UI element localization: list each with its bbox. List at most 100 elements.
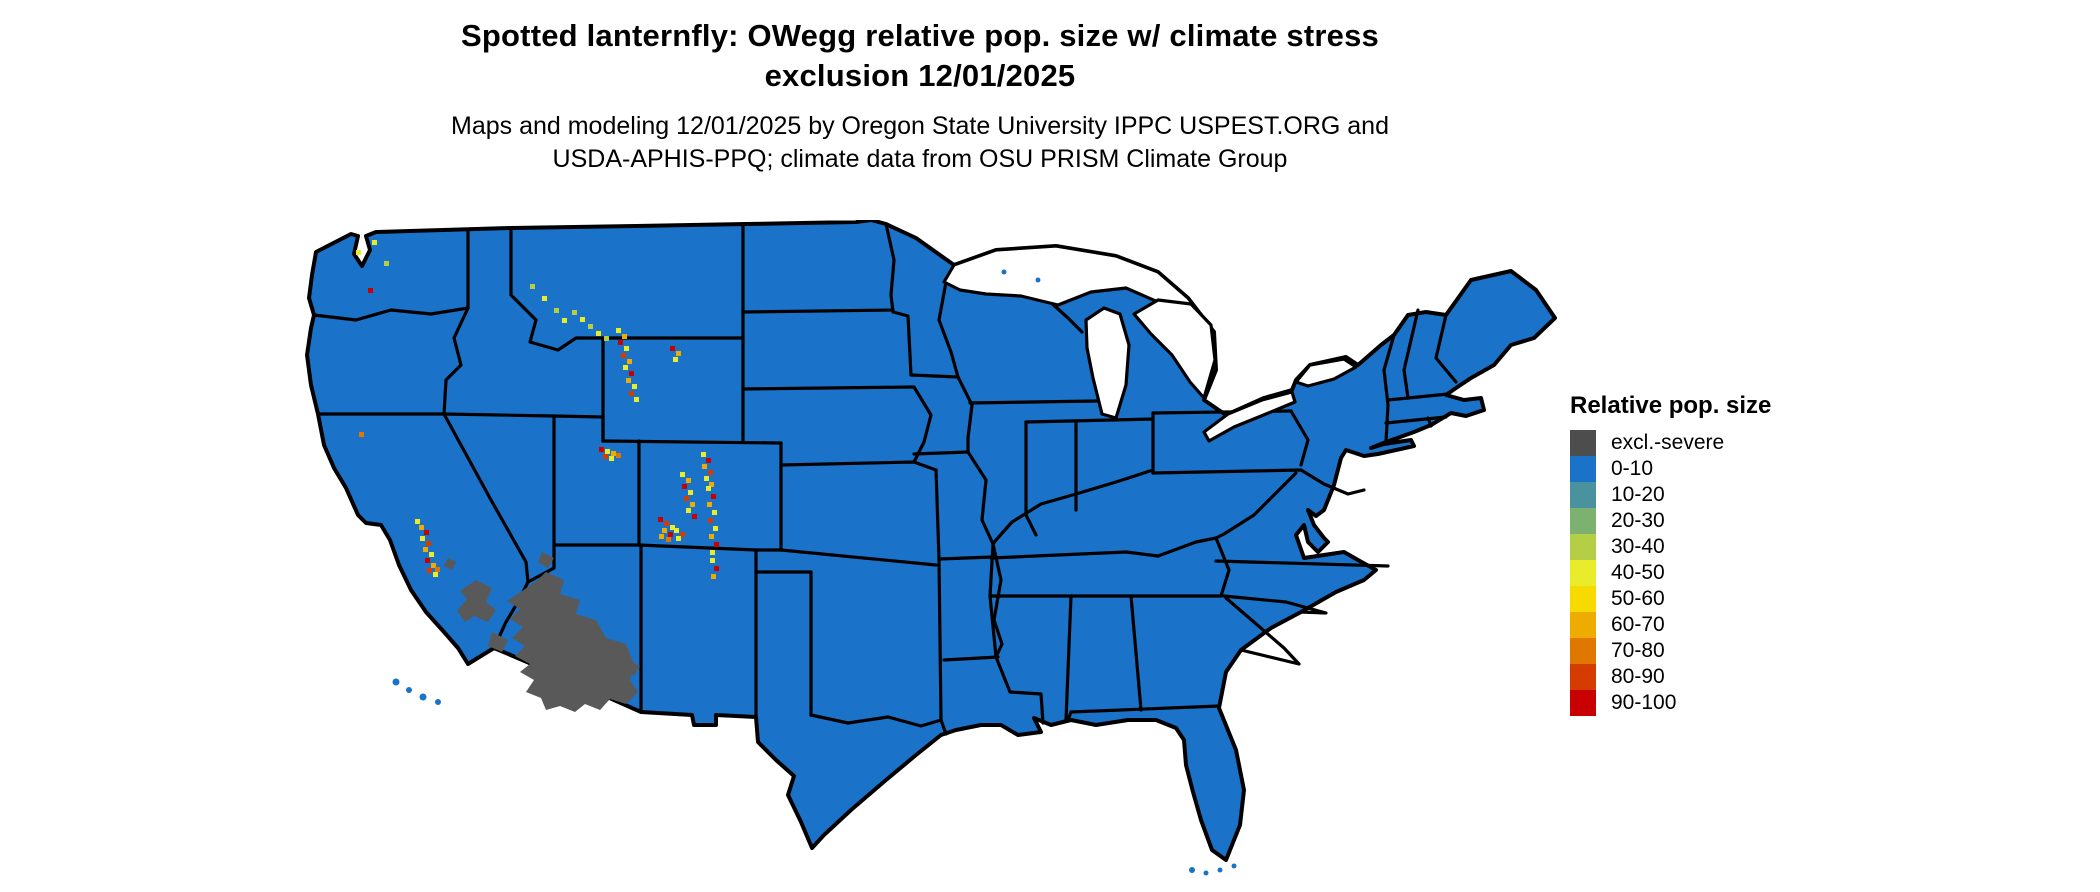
san-juan-mountains-colorado-dot xyxy=(676,536,681,541)
sierra-nevada-california-dot xyxy=(431,563,436,568)
legend-item-90-100: 90-100 xyxy=(1570,690,1771,716)
channel-island xyxy=(406,687,412,693)
legend-swatch xyxy=(1570,482,1596,508)
exclusion-se-california-mountains xyxy=(457,580,496,622)
channel-island xyxy=(435,699,441,705)
florida-key xyxy=(1203,870,1209,876)
colorado-front-range-dot xyxy=(709,482,714,487)
border-nh-me xyxy=(1434,313,1458,384)
san-juan-mountains-colorado-dot xyxy=(659,534,664,539)
channel-island xyxy=(392,678,400,686)
border-sd-ne xyxy=(741,385,916,391)
yellowstone-absaroka-dot xyxy=(588,324,593,329)
florida-key xyxy=(1217,867,1223,873)
border-ohio-river xyxy=(991,468,1155,546)
legend-items: excl.-severe 0-10 10-20 20-30 30-40 40-50 50-6… xyxy=(1570,430,1771,716)
colorado-central-rockies-dot xyxy=(682,484,687,489)
lake-ontario xyxy=(1294,357,1358,388)
isle-royale xyxy=(1001,269,1007,275)
border-ia-mo xyxy=(912,450,970,456)
border-ky-va xyxy=(1156,536,1218,558)
legend-item-40-50: 40-50 xyxy=(1570,560,1771,586)
sangre-de-cristo-new-mexico-dot xyxy=(710,558,715,563)
legend-label: 50-60 xyxy=(1611,587,1665,610)
state-borders xyxy=(312,222,1458,736)
border-mississippi-river-south xyxy=(991,542,1004,659)
border-potomac xyxy=(1299,468,1366,496)
islands xyxy=(392,269,1237,876)
legend-swatch xyxy=(1570,534,1596,560)
washington-cascades-dot xyxy=(368,288,373,293)
wasatch-range-utah-dot xyxy=(605,449,610,454)
washington-cascades-dot xyxy=(372,240,377,245)
figure-header: Spotted lanternfly: OWegg relative pop. … xyxy=(0,0,1840,176)
exclusion-ca-az-corner xyxy=(488,632,508,652)
sangre-de-cristo-colorado-dot xyxy=(714,542,719,547)
map-legend: Relative pop. size excl.-severe 0-10 10-20… xyxy=(1570,392,1771,716)
idaho-montana-rockies-dot xyxy=(530,284,535,289)
border-tx-la xyxy=(939,718,948,736)
lake-huron xyxy=(1132,298,1217,400)
colorado-central-rockies-dot xyxy=(686,478,691,483)
colorado-front-range-dot xyxy=(704,476,709,481)
subtitle-line-2: USDA-APHIS-PPQ; climate data from OSU PR… xyxy=(552,145,1288,173)
border-mo-ar xyxy=(937,555,995,561)
colorado-central-rockies-dot xyxy=(690,502,695,507)
colorado-front-range-dot xyxy=(701,452,706,457)
wasatch-range-utah-dot xyxy=(609,456,614,461)
border-mi-south xyxy=(1024,417,1155,424)
sierra-nevada-california-dot xyxy=(425,558,430,563)
legend-swatch xyxy=(1570,612,1596,638)
border-wi-mi xyxy=(1046,298,1084,334)
wind-river-range-wyoming-dot xyxy=(626,378,631,383)
border-ga-sc xyxy=(1224,596,1301,666)
sierra-nevada-california-dot xyxy=(433,572,438,577)
san-juan-mountains-colorado-dot xyxy=(668,532,673,537)
border-vt-nh xyxy=(1402,308,1420,400)
yellowstone-absaroka-dot xyxy=(604,336,609,341)
san-juan-mountains-colorado-dot xyxy=(662,528,667,533)
border-ct-ri xyxy=(1426,416,1433,428)
wind-river-range-wyoming-dot xyxy=(623,365,628,370)
us-map xyxy=(305,218,1557,876)
san-juan-mountains-colorado-dot xyxy=(664,521,669,526)
legend-swatch xyxy=(1570,690,1596,716)
exclusion-az-border-uplands xyxy=(580,690,596,702)
sangre-de-cristo-new-mexico-dot xyxy=(714,566,719,571)
legend-label: 90-100 xyxy=(1611,691,1677,714)
legend-swatch xyxy=(1570,560,1596,586)
san-juan-mountains-colorado-dot xyxy=(670,525,675,530)
sierra-nevada-california-dot xyxy=(423,547,428,552)
sangre-de-cristo-colorado-dot xyxy=(706,486,711,491)
border-ar-la xyxy=(942,655,1000,662)
border-41st-parallel xyxy=(601,439,783,445)
san-juan-mountains-colorado-dot xyxy=(658,517,663,522)
legend-swatch xyxy=(1570,508,1596,534)
legend-item-10-20: 10-20 xyxy=(1570,482,1771,508)
legend-item-0-10: 0-10 xyxy=(1570,456,1771,482)
great-lakes xyxy=(942,244,1358,443)
border-nj-pa xyxy=(1289,409,1310,467)
legend-item-excl-severe: excl.-severe xyxy=(1570,430,1771,456)
wind-river-range-wyoming-dot xyxy=(616,328,621,333)
sangre-de-cristo-colorado-dot xyxy=(709,534,714,539)
sangre-de-cristo-colorado-dot xyxy=(712,510,717,515)
legend-item-20-30: 20-30 xyxy=(1570,508,1771,534)
border-wi-ia xyxy=(956,375,974,454)
channel-island xyxy=(419,693,427,701)
sangre-de-cristo-colorado-dot xyxy=(710,550,715,555)
title-line-2: exclusion 12/01/2025 xyxy=(764,58,1076,93)
legend-label: excl.-severe xyxy=(1611,431,1725,454)
wasatch-range-utah-dot xyxy=(599,447,604,452)
sierra-nevada-california-dot xyxy=(427,568,432,573)
sierra-nevada-california-dot xyxy=(429,552,434,557)
wasatch-range-utah-dot xyxy=(603,454,608,459)
colorado-central-rockies-dot xyxy=(684,496,689,501)
legend-swatch xyxy=(1570,638,1596,664)
border-or-id xyxy=(442,306,470,416)
legend-label: 0-10 xyxy=(1611,457,1654,480)
border-wv-va xyxy=(1214,471,1298,540)
sangre-de-cristo-colorado-dot xyxy=(713,526,718,531)
wind-river-range-wyoming-dot xyxy=(621,353,626,358)
